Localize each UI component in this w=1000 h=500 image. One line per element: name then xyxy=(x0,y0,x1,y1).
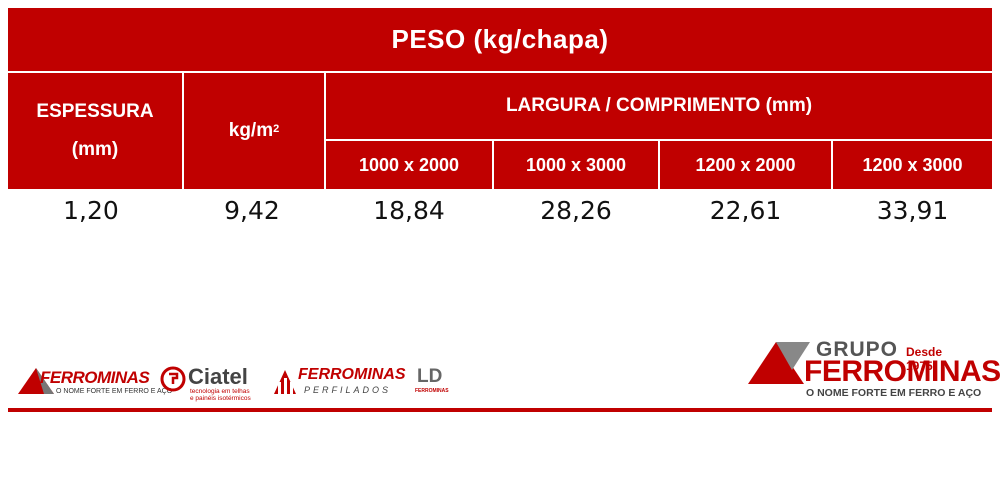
header-kg-superscript: 2 xyxy=(273,123,280,135)
sub-header-1000x3000: 1000 x 3000 xyxy=(494,141,658,189)
perfilados-mark-icon xyxy=(274,370,296,394)
header-largura-comprimento: LARGURA / COMPRIMENTO (mm) xyxy=(326,73,992,139)
header-espessura-unit: (mm) xyxy=(71,139,119,160)
ciatel-logo-name: Ciatel xyxy=(188,364,248,389)
grupo-ferrominas-logo: GRUPO Desde 1975 FERROMINAS O NOME FORTE… xyxy=(746,338,1000,400)
header-kg-label: kg/m xyxy=(228,120,274,141)
header-espessura: ESPESSURA (mm) xyxy=(8,73,182,189)
ferrominas-triangle-icon xyxy=(18,368,54,394)
ld-logo-tagline: FERROMINAS xyxy=(415,388,449,394)
grupo-label: GRUPO xyxy=(816,338,899,361)
header-espessura-label: ESPESSURA xyxy=(36,101,154,122)
grupo-since: Desde 1975 xyxy=(906,345,943,373)
ld-logo: LD FERROMINAS xyxy=(415,366,449,398)
cell-1200x2000: 22,61 xyxy=(709,195,782,225)
perfilados-logo-name: FERROMINAS xyxy=(298,366,406,383)
ciatel-logo-tagline: tecnologia em telhas e painéis isotérmico… xyxy=(190,388,251,402)
cell-1000x3000: 28,26 xyxy=(540,195,612,225)
grupo-triangle-icon xyxy=(748,342,810,384)
ferrominas-logo: FERROMINAS O NOME FORTE EM FERRO E AÇO xyxy=(16,364,172,400)
ferrominas-logo-name: FERROMINAS xyxy=(40,368,150,387)
ciatel-tagline-line2: e painéis isotérmicos xyxy=(190,395,251,402)
sub-header-1000x2000: 1000 x 2000 xyxy=(326,141,492,189)
cell-1000x2000: 18,84 xyxy=(373,195,445,225)
ld-logo-name: LD xyxy=(417,366,443,387)
perfilados-logo-tagline: PERFILADOS xyxy=(304,385,392,395)
cell-kg-m2: 9,42 xyxy=(224,195,280,225)
grupo-tagline: O NOME FORTE EM FERRO E AÇO xyxy=(806,387,982,399)
grupo-name: FERROMINAS xyxy=(804,355,1000,388)
sub-header-1200x2000: 1200 x 2000 xyxy=(660,141,831,189)
footer-divider xyxy=(8,408,992,412)
ciatel-mark-icon xyxy=(160,366,186,392)
cell-espessura: 1,20 xyxy=(63,195,119,225)
ciatel-logo: Ciatel tecnologia em telhas e painéis iso… xyxy=(160,362,260,402)
cell-1200x3000: 33,91 xyxy=(876,195,949,225)
sub-header-1200x3000: 1200 x 3000 xyxy=(833,141,992,189)
header-kg-m2: kg/m 2 xyxy=(184,73,324,189)
ciatel-tagline-line1: tecnologia em telhas xyxy=(190,388,250,395)
table-title: PESO (kg/chapa) xyxy=(8,8,992,71)
ferrominas-logo-tagline: O NOME FORTE EM FERRO E AÇO xyxy=(56,388,173,395)
ferrominas-perfilados-logo: FERROMINAS PERFILADOS xyxy=(272,366,406,398)
